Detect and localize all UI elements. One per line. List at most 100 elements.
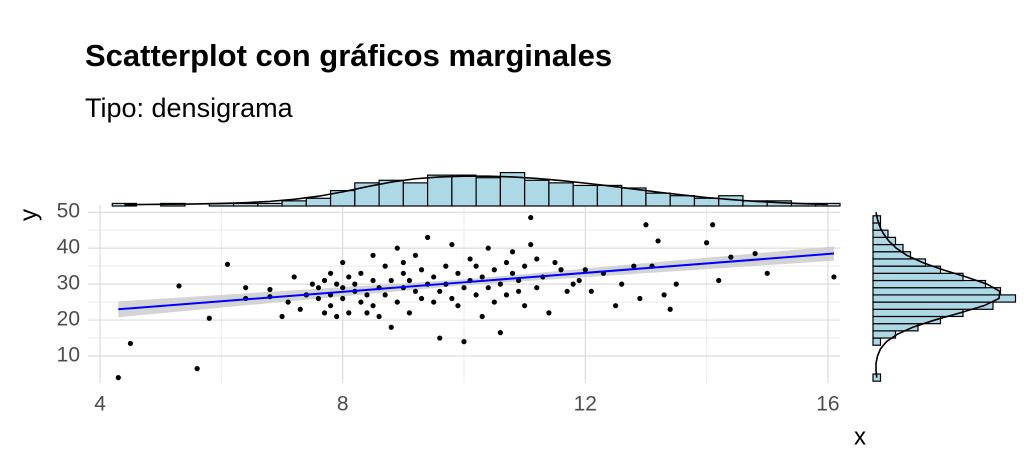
point [358,270,364,276]
point [667,306,673,312]
right-hist-bar [872,279,987,289]
point [285,299,291,305]
point [194,366,200,372]
point [491,299,497,305]
point [291,274,297,280]
point [655,238,661,244]
point [613,303,619,309]
point [831,274,837,280]
top-hist-bar [451,174,477,207]
top-hist-bar [693,197,720,207]
point [418,295,425,302]
point [406,277,413,284]
point [309,281,315,287]
point [315,295,322,302]
point [503,259,510,266]
top-hist-bar [305,197,332,207]
y-tick-label: 10 [57,344,80,367]
point [315,285,322,291]
point [370,277,376,284]
point [728,254,734,260]
y-tick-label: 50 [57,200,80,223]
point [703,240,710,246]
point [491,267,497,273]
point [461,285,467,291]
point [364,292,370,298]
point [528,241,534,248]
point [127,340,134,347]
point [243,285,249,291]
right-hist-bar [872,337,882,346]
top-hist-bar [281,200,307,207]
point [764,270,770,276]
point [224,261,231,267]
x-tick-label: 8 [337,393,349,416]
point [503,292,510,298]
point [412,288,419,294]
chart-title: Scatterplot con gráficos marginales [85,38,612,73]
point [570,281,576,287]
x-tick-label: 12 [574,393,597,416]
point [534,256,540,262]
point [515,288,522,294]
point [406,310,413,316]
point [522,303,528,309]
top-hist-bar [257,202,283,207]
point [115,375,121,381]
point [479,274,485,280]
point [461,339,467,345]
point [534,285,540,291]
x-tick-label: 4 [94,393,106,416]
point [515,277,522,284]
point [467,256,473,262]
point [552,259,558,266]
point [279,313,285,320]
top-hist-bar [645,192,671,207]
top-hist-bar [475,177,501,207]
point [340,259,346,266]
point [437,335,443,341]
y-tick-label: 40 [57,236,80,259]
point [431,274,437,280]
point [558,267,564,273]
point [346,310,352,316]
point [425,234,431,240]
point [382,263,388,269]
point [631,263,637,269]
point [637,295,643,302]
point [334,313,340,320]
point [382,292,388,298]
point [176,283,182,289]
y-tick-label: 20 [57,308,80,331]
point [297,306,303,312]
top-hist-bar [596,184,623,207]
point [267,286,273,293]
point [673,281,679,287]
point [358,299,364,305]
point [327,270,334,276]
top-hist-bar [669,195,696,207]
point [443,263,449,269]
point [710,222,716,228]
point [485,285,491,291]
point [522,263,528,269]
x-axis-label: x [854,423,866,450]
point [485,245,491,251]
right-hist-bar [872,251,912,260]
point [206,315,212,321]
top-hist-bar [378,179,404,207]
point [400,259,406,266]
point [352,281,358,287]
fit-line [118,252,835,311]
point [340,295,346,302]
point [582,267,588,273]
point [364,310,370,316]
point [449,241,455,248]
top-hist-bar [402,182,429,207]
top-hist-bar [232,202,259,207]
right-hist-bar [872,272,964,282]
chart-subtitle: Tipo: densigrama [85,93,294,123]
point [473,263,479,269]
point [588,288,594,294]
